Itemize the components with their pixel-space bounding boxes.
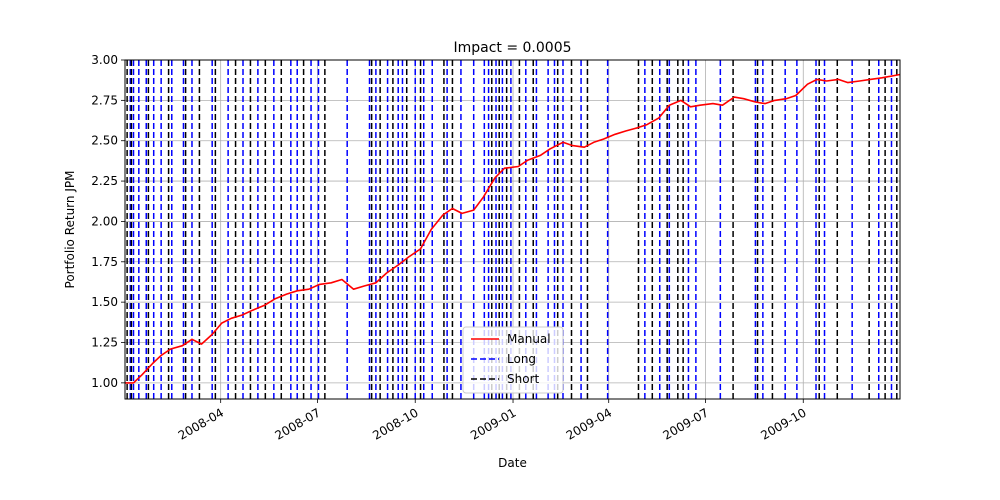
series-lines: [125, 73, 901, 384]
y-tick-label: 1.75: [91, 255, 118, 269]
chart-title: Impact = 0.0005: [453, 40, 571, 56]
legend-label-manual: Manual: [507, 332, 551, 346]
y-axis: 1.00 1.25 1.50 1.75 2.00 2.25 2.50 2.75 3.00: [91, 53, 125, 390]
y-tick-label: 1.00: [91, 376, 118, 390]
manual-series-line: [125, 73, 901, 384]
y-tick-label: 2.00: [91, 214, 118, 228]
y-tick-label: 3.00: [91, 53, 118, 67]
plot-frame: [124, 59, 901, 400]
legend-box: [462, 326, 564, 394]
y-tick-label: 2.50: [91, 134, 118, 148]
legend-label-long: Long: [507, 352, 536, 366]
legend-label-short: Short: [507, 372, 539, 386]
x-axis-label: Date: [498, 456, 527, 470]
y-tick-label: 2.75: [91, 93, 118, 107]
legend: Manual Long Short: [462, 326, 564, 394]
y-tick-label: 1.25: [91, 336, 118, 350]
y-tick-label: 1.50: [91, 295, 118, 309]
y-axis-label: Portfolio Return JPM: [63, 171, 77, 289]
y-tick-label: 2.25: [91, 174, 118, 188]
